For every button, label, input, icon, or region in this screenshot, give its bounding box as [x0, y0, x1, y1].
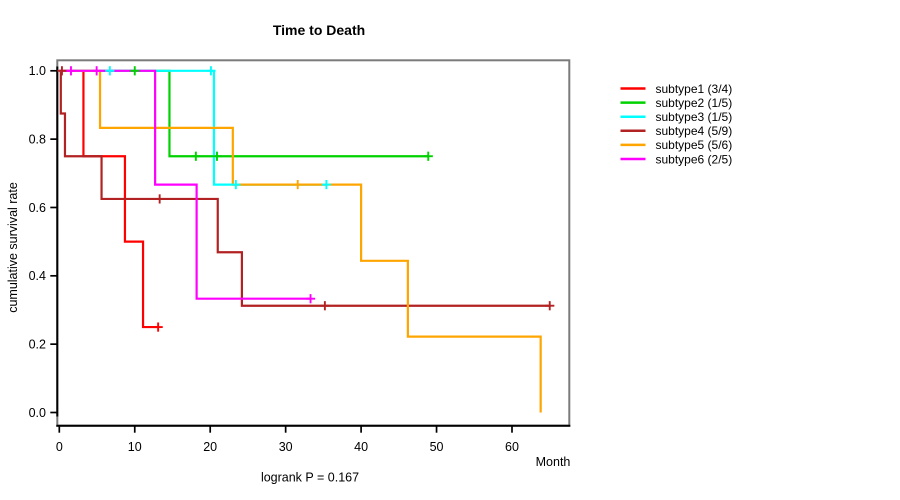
censor-mark-subtype2: [191, 151, 201, 161]
plot-box: [56, 59, 571, 427]
legend-label: subtype2 (1/5): [656, 96, 733, 110]
x-tick-label: 20: [203, 440, 217, 454]
y-axis-label: cumulative survival rate: [6, 182, 20, 313]
censor-marks: [57, 66, 555, 332]
censor-mark-subtype5: [293, 179, 303, 190]
censor-mark-subtype3: [321, 179, 331, 190]
y-tick-label: 1.0: [29, 64, 46, 78]
survival-curve-subtype5: [59, 69, 542, 413]
y-tick-label: 0.6: [29, 201, 46, 215]
x-tick-label: 30: [279, 440, 293, 454]
survival-curve-subtype4: [59, 69, 550, 307]
censor-mark-subtype3: [231, 179, 241, 190]
survival-curve-subtype2: [59, 69, 429, 158]
legend-item-subtype2: subtype2 (1/5): [620, 96, 733, 110]
y-tick-label: 0.4: [29, 269, 46, 283]
censor-mark-subtype6: [92, 66, 102, 76]
legend-item-subtype4: subtype4 (5/9): [620, 124, 733, 138]
y-tick-label: 0.0: [29, 406, 46, 420]
chart-title: Time to Death: [273, 22, 365, 38]
y-tick-label: 0.8: [29, 132, 46, 146]
censor-mark-subtype3: [206, 66, 216, 76]
x-tick-label: 60: [505, 440, 519, 454]
censor-mark-subtype4: [545, 301, 555, 311]
censor-mark-subtype6: [66, 66, 76, 76]
x-tick-label: 40: [354, 440, 368, 454]
censor-mark-subtype3: [105, 66, 115, 76]
logrank-annotation: logrank P = 0.167: [261, 471, 359, 485]
legend-item-subtype5: subtype5 (5/6): [620, 138, 733, 152]
censor-mark-subtype4: [57, 66, 67, 76]
censor-mark-subtype4: [320, 301, 330, 311]
x-tick-label: 0: [56, 440, 63, 454]
censor-mark-subtype2: [423, 151, 433, 161]
x-tick-label: 50: [430, 440, 444, 454]
legend-label: subtype1 (3/4): [656, 82, 733, 96]
censor-mark-subtype2: [130, 66, 140, 76]
x-axis-label: Month: [536, 455, 571, 469]
legend-item-subtype1: subtype1 (3/4): [620, 82, 733, 96]
survival-curves: [59, 69, 550, 413]
legend-label: subtype3 (1/5): [656, 110, 733, 124]
censor-mark-subtype6: [305, 294, 316, 304]
censor-mark-subtype4: [155, 194, 165, 204]
y-tick-label: 0.2: [29, 337, 46, 351]
legend-label: subtype5 (5/6): [656, 138, 733, 152]
legend-label: subtype6 (2/5): [656, 152, 733, 166]
censor-mark-subtype2: [212, 151, 222, 161]
legend-label: subtype4 (5/9): [656, 124, 733, 138]
y-axis-ticks: 0.0 0.2 0.4 0.6 0.8 1.0: [29, 64, 58, 420]
legend-item-subtype3: subtype3 (1/5): [620, 110, 733, 124]
x-axis-ticks: 0 10 20 30 40 50 60: [56, 425, 519, 454]
legend: subtype1 (3/4)subtype2 (1/5)subtype3 (1/…: [620, 82, 733, 166]
x-tick-label: 10: [128, 440, 142, 454]
censor-mark-subtype1: [153, 322, 163, 332]
legend-item-subtype6: subtype6 (2/5): [620, 152, 733, 166]
